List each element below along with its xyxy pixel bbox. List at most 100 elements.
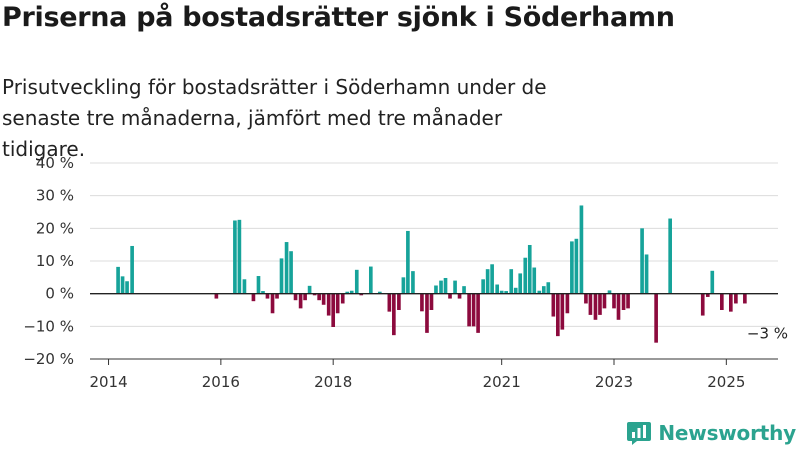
bar	[120, 276, 125, 294]
bar	[420, 293, 424, 312]
x-tick-label: 2016	[202, 373, 240, 391]
annotations: −3 %	[747, 324, 788, 342]
bar	[720, 293, 724, 310]
bar	[312, 293, 317, 296]
bar	[237, 219, 242, 294]
bar	[429, 293, 434, 310]
bar	[293, 293, 298, 301]
bar	[326, 293, 331, 316]
bar	[116, 266, 120, 294]
x-tick-label: 2018	[314, 373, 352, 391]
bar	[640, 228, 644, 294]
bar	[644, 254, 649, 294]
x-axis: 2014 2016 2018 2021 2023 2025	[89, 358, 778, 391]
bar	[377, 291, 382, 294]
bar	[307, 285, 312, 294]
bar	[481, 279, 485, 294]
bar	[616, 293, 621, 320]
bar	[509, 269, 514, 294]
bar	[565, 293, 570, 314]
bar	[593, 293, 598, 320]
bar	[270, 293, 275, 314]
bar	[471, 293, 476, 327]
bar	[710, 270, 715, 294]
bar	[499, 290, 504, 294]
bar	[729, 293, 733, 312]
bar	[261, 291, 265, 294]
bar	[214, 293, 219, 299]
bar	[125, 281, 129, 294]
bar	[275, 293, 279, 299]
bar	[570, 241, 574, 294]
bar	[298, 293, 303, 309]
bar	[743, 293, 747, 304]
bar	[734, 293, 738, 304]
brand-name: Newsworthy	[658, 421, 796, 445]
bar	[602, 293, 607, 309]
bar	[579, 205, 584, 294]
bar	[331, 293, 336, 327]
bar	[345, 291, 350, 294]
x-tick-label: 2014	[89, 373, 127, 391]
bar	[406, 230, 410, 294]
gridlines	[90, 162, 778, 360]
bar	[490, 264, 494, 294]
bar	[340, 293, 345, 304]
bar	[476, 293, 480, 333]
bar	[439, 280, 443, 294]
bar	[523, 257, 528, 294]
bar	[392, 293, 396, 336]
bar	[317, 293, 321, 301]
bar	[425, 293, 429, 333]
bar	[654, 293, 658, 343]
bar	[335, 293, 340, 314]
y-tick-label: −10 %	[23, 317, 74, 335]
bar	[621, 293, 626, 310]
bar	[130, 245, 134, 294]
bar	[560, 293, 565, 330]
bar	[448, 293, 452, 299]
bar	[495, 284, 500, 294]
bar	[556, 293, 560, 337]
bar	[265, 293, 270, 299]
bar	[349, 290, 354, 294]
bar	[284, 242, 289, 294]
x-tick-label: 2021	[483, 373, 521, 391]
bar	[453, 280, 457, 294]
bar	[518, 273, 523, 294]
bar	[387, 293, 392, 312]
bar	[467, 293, 471, 327]
bar	[411, 271, 415, 294]
bar	[588, 293, 593, 315]
y-tick-label: 30 %	[36, 187, 74, 205]
bar	[359, 293, 364, 296]
x-tick-label: 2025	[707, 373, 745, 391]
bars	[90, 205, 778, 343]
bar	[584, 293, 588, 304]
annotation-label: −3 %	[747, 324, 788, 342]
brand-logo: Newsworthy	[626, 420, 796, 446]
bar	[321, 293, 326, 305]
y-tick-label: 10 %	[36, 252, 74, 270]
bar	[551, 293, 556, 317]
bar	[279, 258, 284, 294]
newsworthy-logo-icon	[627, 422, 652, 445]
y-axis-ticks: −20 % −10 % 0 % 10 % 20 % 30 % 40 %	[23, 154, 74, 368]
bar	[397, 293, 401, 310]
bar	[612, 293, 616, 309]
bar	[700, 293, 705, 316]
bar	[598, 293, 602, 315]
bar	[546, 282, 551, 294]
bar	[626, 293, 630, 309]
bar	[354, 269, 359, 294]
y-tick-label: 20 %	[36, 219, 74, 237]
bar	[532, 267, 537, 294]
bar	[504, 291, 508, 294]
bar	[457, 293, 462, 299]
bar	[537, 290, 542, 294]
bar	[527, 244, 532, 294]
chart-title: Priserna på bostadsrätter sjönk i Söderh…	[2, 2, 675, 33]
chart-subtitle: Prisutveckling för bostadsrätter i Söder…	[2, 75, 547, 161]
bar	[434, 285, 438, 294]
